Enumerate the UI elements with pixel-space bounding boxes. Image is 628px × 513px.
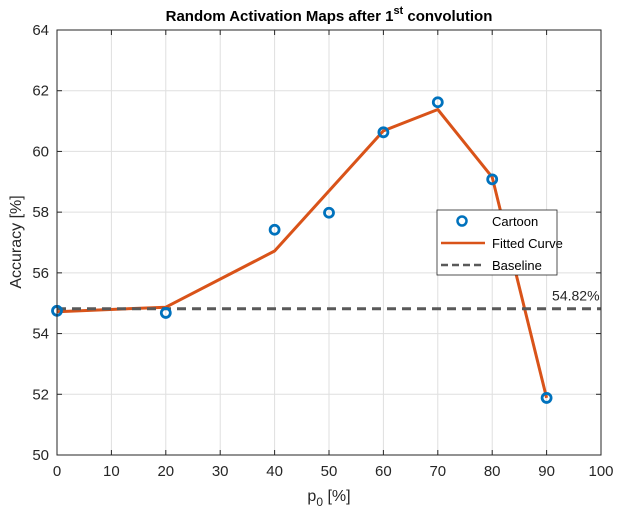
y-tick-label: 50 [32,447,49,464]
series-layer [51,96,601,404]
x-tick-label: 30 [212,463,229,480]
y-axis-label: Accuracy [%] [8,195,25,288]
data-point-cartoon [431,96,444,109]
data-point-cartoon [377,126,390,139]
chart-title: Random Activation Maps after 1st convolu… [166,5,493,25]
x-tick-label: 20 [157,463,174,480]
baseline-annotation: 54.82% [552,288,599,304]
y-tick-label: 54 [32,326,49,343]
legend-marker-cartoon [456,215,468,227]
legend-label-fitted-curve: Fitted Curve [492,236,563,251]
ticks: 0 10 20 30 40 50 60 70 80 90 100 50 52 54 56 58 60 62 64 [32,22,613,480]
x-tick-label: 50 [321,463,338,480]
data-point-cartoon [540,392,553,404]
data-point-cartoon [268,223,281,236]
y-tick-label: 56 [32,265,49,282]
y-tick-label: 58 [32,204,49,221]
x-tick-label: 0 [53,463,61,480]
y-tick-label: 62 [32,83,49,100]
x-tick-label: 10 [103,463,120,480]
legend-label-baseline: Baseline [492,258,542,273]
x-tick-label: 40 [266,463,283,480]
x-tick-label: 90 [538,463,555,480]
y-tick-label: 60 [32,143,49,160]
x-tick-label: 70 [429,463,446,480]
legend-label-cartoon: Cartoon [492,214,538,229]
x-tick-label: 60 [375,463,392,480]
y-tick-label: 64 [32,22,49,39]
data-point-cartoon [159,307,172,319]
x-axis-label: p0 [%] [307,488,350,509]
legend: Cartoon Fitted Curve Baseline [436,209,563,276]
x-tick-label: 80 [484,463,501,480]
y-tick-label: 52 [32,386,49,403]
data-point-cartoon [486,173,499,186]
x-tick-label: 100 [588,463,613,480]
data-point-cartoon [323,206,335,219]
